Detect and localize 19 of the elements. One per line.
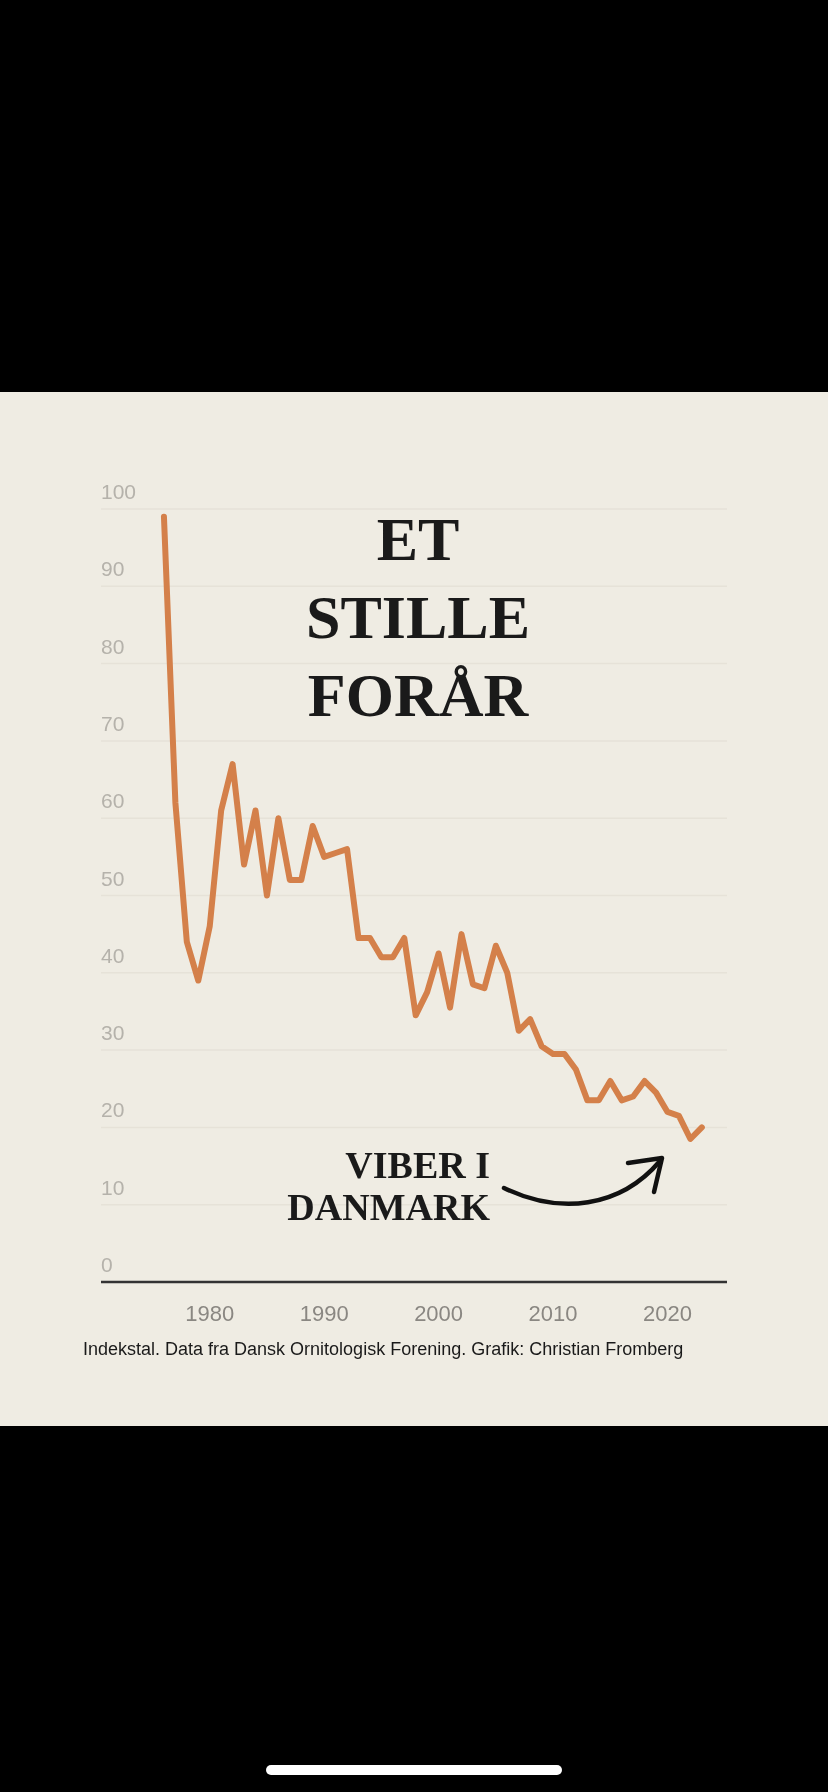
x-tick-label: 1980 [185,1301,235,1326]
annotation: VIBER I DANMARK [287,1144,491,1228]
y-tick-label: 80 [101,634,125,658]
y-tick-label: 100 [101,480,137,503]
x-tick-label: 2000 [414,1301,464,1326]
y-tick-label: 50 [101,866,125,890]
y-tick-label: 20 [101,1098,125,1122]
x-tick-label: 1990 [299,1301,349,1326]
y-tick-label: 60 [101,789,125,813]
text: ET STILLE FORÅR [305,505,531,729]
y-tick-label: 90 [101,557,125,581]
y-tick-label: 30 [101,1021,125,1045]
text: Indekstal. Data fra Dansk Ornitologisk Forening. Grafik: Christian Fromberg [83,1339,684,1359]
x-tick-label: 2020 [643,1301,692,1326]
y-tick-label: 0 [101,1253,113,1276]
y-tick-label: 70 [101,711,125,735]
x-tick-label: 2010 [528,1301,578,1326]
y-tick-label: 10 [101,1175,125,1199]
y-tick-label: 40 [101,943,125,967]
